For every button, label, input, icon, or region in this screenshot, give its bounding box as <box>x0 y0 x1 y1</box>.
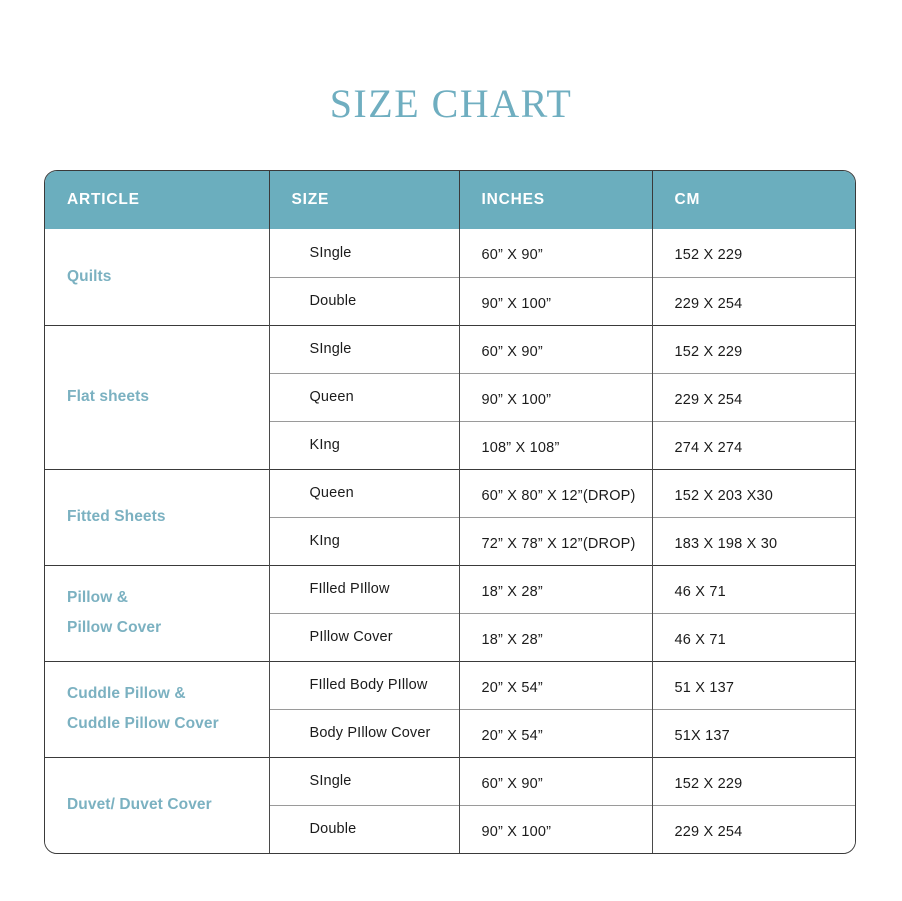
table-row: Cuddle Pillow & Cuddle Pillow Cover FIlled… <box>45 660 855 757</box>
article-label: Quilts <box>45 229 270 325</box>
article-label: Cuddle Pillow & Cuddle Pillow Cover <box>45 660 270 757</box>
inches-value: 20” X 54” <box>459 708 653 757</box>
table-row: Double 90” X 100” 229 X 254 <box>45 276 855 325</box>
size-value: Double <box>269 276 460 325</box>
inches-value: 72” X 78” X 12”(DROP) <box>459 516 653 565</box>
table-row: KIng 108” X 108” 274 X 274 <box>45 420 855 469</box>
cm-value: 46 X 71 <box>652 564 855 613</box>
column-header-inches: INCHES <box>459 171 653 229</box>
size-value: KIng <box>269 420 460 469</box>
size-value: FIlled PIllow <box>269 564 460 613</box>
inches-value: 90” X 100” <box>459 804 653 853</box>
cm-value: 152 X 229 <box>652 756 855 805</box>
column-header-article: ARTICLE <box>45 171 270 229</box>
table-row: Pillow & Pillow Cover FIlled PIllow 18” X 2… <box>45 564 855 661</box>
size-value: SIngle <box>269 756 460 805</box>
article-label-line: Fitted Sheets <box>67 507 166 525</box>
cm-value: 152 X 203 X30 <box>652 468 855 517</box>
article-label-line: Pillow & <box>67 588 129 606</box>
table-row: PIllow Cover 18” X 28” 46 X 71 <box>45 612 855 661</box>
inches-value: 60” X 80” X 12”(DROP) <box>459 468 653 517</box>
table-row: Fitted Sheets Queen 60” X 80” X 12”(DROP) 1… <box>45 468 855 565</box>
cm-value: 51 X 137 <box>652 660 855 709</box>
size-value: PIllow Cover <box>269 612 460 661</box>
table-row: Double 90” X 100” 229 X 254 <box>45 804 855 853</box>
article-label: Flat sheets <box>45 324 270 469</box>
inches-value: 20” X 54” <box>459 660 653 709</box>
size-value: SIngle <box>269 324 460 373</box>
inches-value: 18” X 28” <box>459 612 653 661</box>
size-chart-table-container: ARTICLE SIZE INCHES CM Quilts SIngle 60” X… <box>44 170 856 854</box>
article-label-line: Cuddle Pillow Cover <box>67 715 219 732</box>
size-chart-table: ARTICLE SIZE INCHES CM Quilts SIngle 60” X… <box>45 171 855 853</box>
table-row: KIng 72” X 78” X 12”(DROP) 183 X 198 X 30 <box>45 516 855 565</box>
article-label-line: Flat sheets <box>67 387 150 405</box>
table-row: Flat sheets SIngle 60” X 90” 152 X 229 <box>45 324 855 469</box>
header-row: ARTICLE SIZE INCHES CM <box>45 171 855 229</box>
cm-value: 229 X 254 <box>652 276 855 325</box>
cm-value: 183 X 198 X 30 <box>652 516 855 565</box>
inches-value: 90” X 100” <box>459 372 653 421</box>
size-value: KIng <box>269 516 460 565</box>
inches-value: 108” X 108” <box>459 420 653 469</box>
inches-value: 60” X 90” <box>459 324 653 373</box>
table-row: Body PIllow Cover 20” X 54” 51X 137 <box>45 708 855 757</box>
table-header: ARTICLE SIZE INCHES CM <box>45 171 855 229</box>
table-row: Quilts SIngle 60” X 90” 152 X 229 <box>45 229 855 325</box>
size-value: Body PIllow Cover <box>269 708 460 757</box>
article-label: Fitted Sheets <box>45 468 270 565</box>
size-value: Queen <box>269 372 460 421</box>
size-value: SIngle <box>269 229 460 277</box>
article-label: Duvet/ Duvet Cover <box>45 756 270 853</box>
cm-value: 229 X 254 <box>652 804 855 853</box>
cm-value: 152 X 229 <box>652 324 855 373</box>
article-label-line: Duvet/ Duvet Cover <box>67 796 212 814</box>
inches-value: 60” X 90” <box>459 756 653 805</box>
size-value: Double <box>269 804 460 853</box>
cm-value: 274 X 274 <box>652 420 855 469</box>
cm-value: 229 X 254 <box>652 372 855 421</box>
article-label-line: Quilts <box>67 267 112 285</box>
cm-value: 46 X 71 <box>652 612 855 661</box>
inches-value: 90” X 100” <box>459 276 653 325</box>
column-header-size: SIZE <box>269 171 460 229</box>
cm-value: 51X 137 <box>652 708 855 757</box>
size-value: Queen <box>269 468 460 517</box>
size-value: FIlled Body PIllow <box>269 660 460 709</box>
column-header-cm: CM <box>652 171 855 229</box>
table-row: Duvet/ Duvet Cover SIngle 60” X 90” 152 X 2… <box>45 756 855 853</box>
table-body: Quilts SIngle 60” X 90” 152 X 229 Double 90” … <box>45 229 855 853</box>
table-row: Queen 90” X 100” 229 X 254 <box>45 372 855 421</box>
article-label-line: Pillow Cover <box>67 619 162 636</box>
article-label: Pillow & Pillow Cover <box>45 564 270 661</box>
cm-value: 152 X 229 <box>652 229 855 277</box>
inches-value: 18” X 28” <box>459 564 653 613</box>
inches-value: 60” X 90” <box>459 229 653 277</box>
article-label-line: Cuddle Pillow & <box>67 684 186 702</box>
page-title: SIZE CHART <box>329 81 573 126</box>
